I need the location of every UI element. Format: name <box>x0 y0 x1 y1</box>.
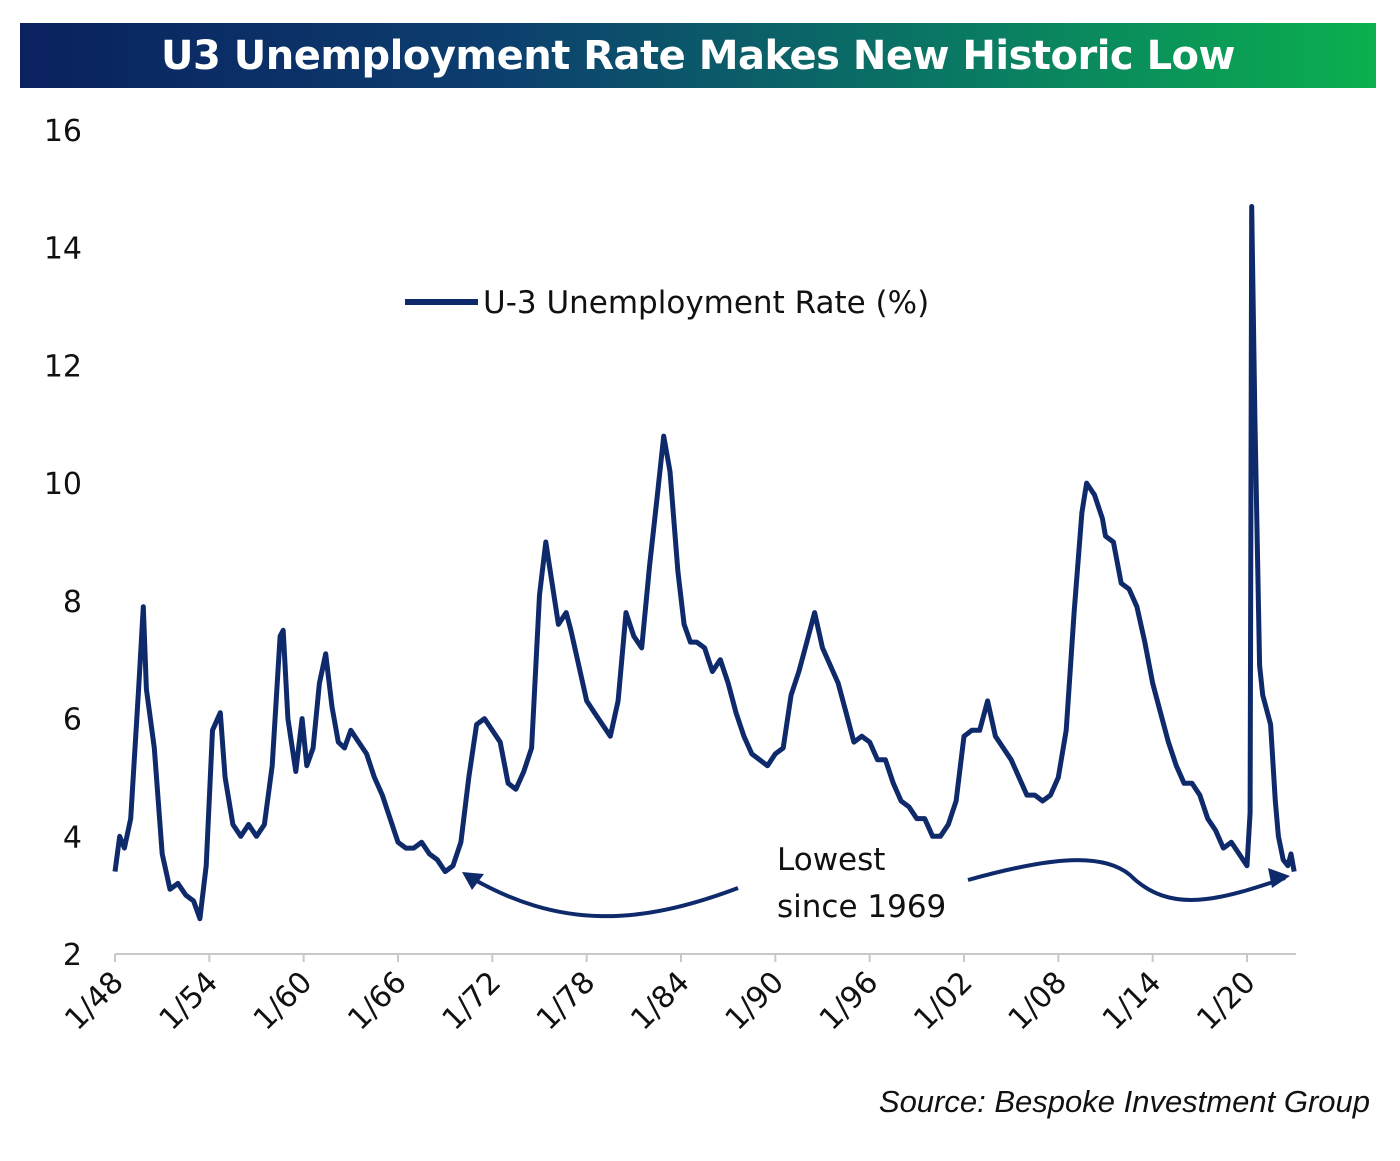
annotation: Lowest since 1969 <box>462 842 1290 925</box>
x-tick-label: 1/54 <box>153 965 225 1037</box>
x-tick-label: 1/20 <box>1190 965 1262 1037</box>
arrowhead-icon <box>1268 868 1290 888</box>
x-tick-label: 1/66 <box>341 965 413 1037</box>
annotation-arrow-left <box>466 874 739 919</box>
x-axis: 1/48 1/54 1/60 1/66 1/72 1/78 1/84 1/90 1/96 1/02… <box>58 953 1296 1037</box>
title-banner: U3 Unemployment Rate Makes New Historic … <box>20 23 1376 88</box>
annotation-line2: since 1969 <box>777 889 946 925</box>
y-tick-label: 6 <box>63 703 82 738</box>
x-tick-label: 1/14 <box>1096 965 1168 1037</box>
x-tick-label: 1/90 <box>719 965 791 1037</box>
y-axis: 2 4 6 8 10 12 14 16 <box>44 114 82 973</box>
legend: U-3 Unemployment Rate (%) <box>405 285 929 321</box>
x-tick-label: 1/48 <box>58 965 130 1037</box>
series-line-u3 <box>112 204 1297 922</box>
x-tick-label: 1/78 <box>530 965 602 1037</box>
legend-label: U-3 Unemployment Rate (%) <box>483 285 929 321</box>
x-tick-label: 1/08 <box>1002 965 1074 1037</box>
x-tick-label: 1/84 <box>624 965 696 1037</box>
arrowhead-icon <box>462 872 484 890</box>
source-note: Source: Bespoke Investment Group <box>878 1084 1370 1119</box>
chart-title: U3 Unemployment Rate Makes New Historic … <box>161 33 1235 79</box>
x-tick-label: 1/72 <box>436 965 508 1037</box>
y-tick-label: 14 <box>44 232 82 267</box>
y-tick-label: 12 <box>44 349 82 384</box>
y-tick-label: 4 <box>63 820 82 855</box>
y-tick-label: 16 <box>44 114 82 149</box>
x-tick-label: 1/60 <box>247 965 319 1037</box>
y-tick-label: 10 <box>44 467 82 502</box>
x-tick-label: 1/96 <box>813 965 885 1037</box>
annotation-arrow-right <box>967 858 1286 902</box>
y-tick-label: 8 <box>63 585 82 620</box>
annotation-line1: Lowest <box>777 842 885 878</box>
x-tick-label: 1/02 <box>907 965 979 1037</box>
y-tick-label: 2 <box>63 938 82 973</box>
